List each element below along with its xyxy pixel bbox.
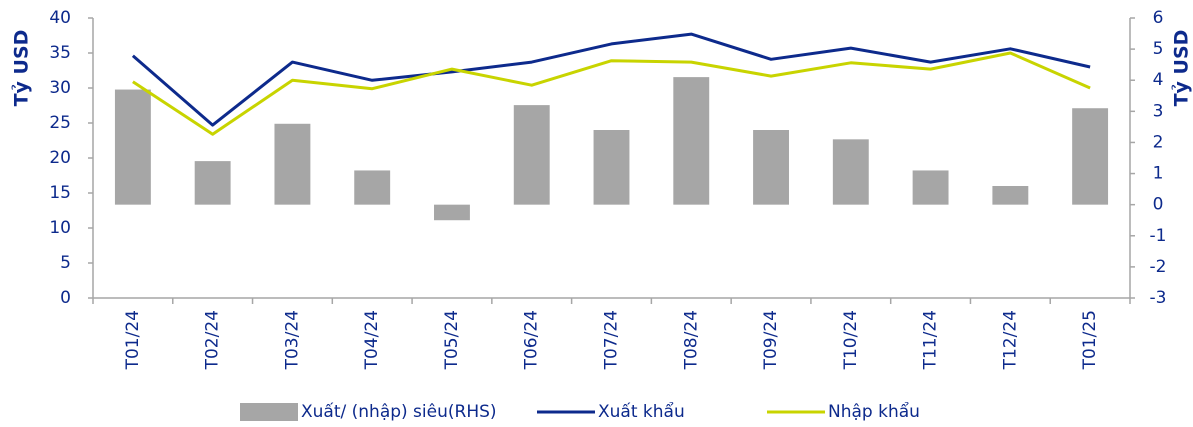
x-tick-label: T01/24 [123,310,143,370]
legend-label: Xuất khẩu [598,401,685,422]
y2-tick-label: 2 [1153,132,1164,152]
legend-label: Nhập khẩu [828,401,920,422]
y2-tick-label: 5 [1153,39,1164,59]
bar [274,123,311,205]
y-tick-label: 25 [49,113,71,133]
x-tick-label: T12/24 [1000,310,1020,370]
bar [593,130,630,205]
bar [673,77,710,205]
y2-axis-label: Tỷ USD [1171,30,1193,107]
x-tick-label: T10/24 [841,310,861,370]
y-tick-label: 20 [49,148,71,168]
legend-swatch [240,403,298,421]
x-tick-label: T11/24 [921,310,941,370]
x-tick-label: T06/24 [522,310,542,370]
bar [194,161,231,205]
y2-tick-label: -1 [1150,226,1167,246]
line-series [132,51,1091,136]
bar [114,89,151,205]
x-tick-label: T02/24 [203,310,223,370]
y2-tick-label: -2 [1150,257,1167,277]
legend-label: Xuất/ (nhập) siêu(RHS) [301,401,497,422]
x-tick-label: T08/24 [681,310,701,370]
y2-tick-label: 1 [1153,164,1164,184]
y2-tick-label: -3 [1150,288,1167,308]
y-axis-label: Tỷ USD [11,30,33,107]
bar [354,170,391,205]
bar [992,186,1029,205]
y-tick-label: 0 [60,288,71,308]
bar [513,105,550,205]
y2-tick-label: 0 [1153,195,1164,215]
bar [434,204,470,221]
line-series [131,32,1091,127]
y-tick-label: 5 [60,253,71,273]
x-tick-label: T05/24 [442,310,462,370]
x-tick-label: T03/24 [282,310,302,370]
x-tick-label: T07/24 [602,310,622,370]
y2-tick-label: 3 [1153,101,1164,121]
bar [1072,108,1109,205]
x-tick-label: T09/24 [761,310,781,370]
bar [912,170,949,205]
y-tick-label: 35 [49,43,71,63]
bar [832,139,869,205]
y-tick-label: 10 [49,218,71,238]
y2-tick-label: 6 [1153,8,1164,28]
x-tick-label: T01/25 [1080,310,1100,370]
y-tick-label: 40 [49,8,71,28]
x-tick-label: T04/24 [362,310,382,370]
y2-tick-label: 4 [1153,70,1164,90]
y-tick-label: 30 [49,78,71,98]
bar [753,130,789,205]
y-tick-label: 15 [49,183,71,203]
